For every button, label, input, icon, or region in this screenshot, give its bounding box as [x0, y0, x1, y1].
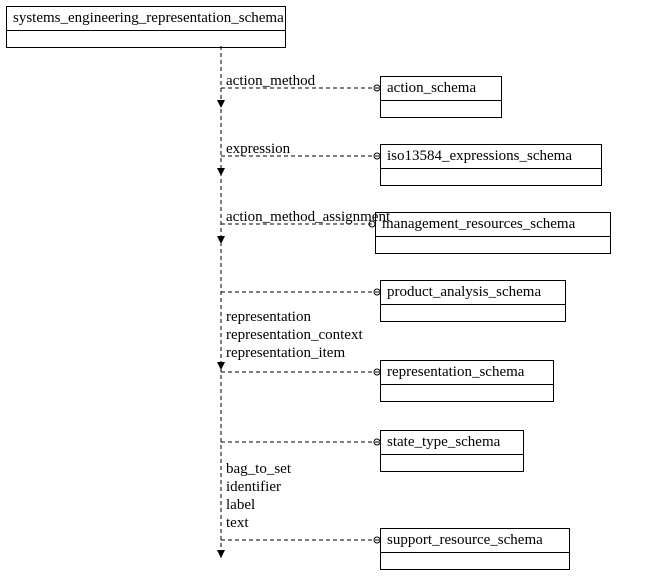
connectors	[0, 0, 666, 582]
diagram-canvas: systems_engineering_representation_schem…	[0, 0, 666, 582]
